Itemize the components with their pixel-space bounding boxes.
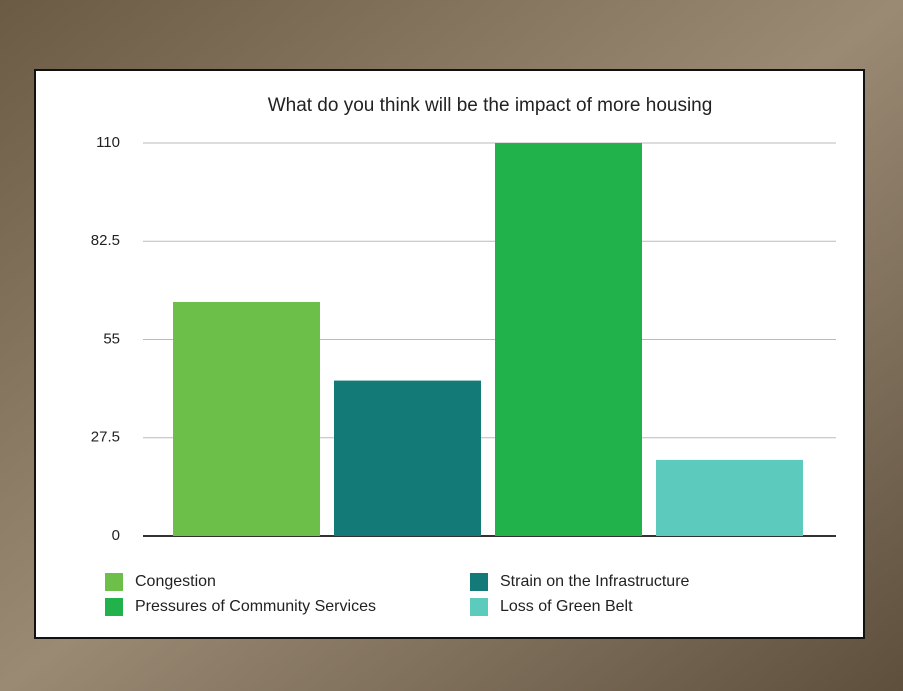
- y-tick-label: 27.5: [91, 429, 120, 446]
- legend-label: Congestion: [135, 573, 216, 590]
- chart-panel: [34, 69, 865, 639]
- y-tick-label: 82.5: [91, 232, 120, 249]
- bar: [495, 143, 642, 536]
- legend-swatch: [470, 598, 488, 616]
- legend-swatch: [470, 573, 488, 591]
- legend-label: Strain on the Infrastructure: [500, 573, 690, 590]
- y-tick-label: 0: [112, 527, 120, 544]
- legend-label: Pressures of Community Services: [135, 598, 376, 615]
- legend-label: Loss of Green Belt: [500, 598, 633, 615]
- legend-swatch: [105, 598, 123, 616]
- y-tick-label: 110: [96, 134, 120, 151]
- chart-title: What do you think will be the impact of …: [268, 95, 713, 116]
- bar: [656, 459, 803, 536]
- bar: [173, 301, 320, 536]
- y-tick-label: 55: [103, 330, 120, 347]
- bar: [334, 380, 481, 536]
- legend-swatch: [105, 573, 123, 591]
